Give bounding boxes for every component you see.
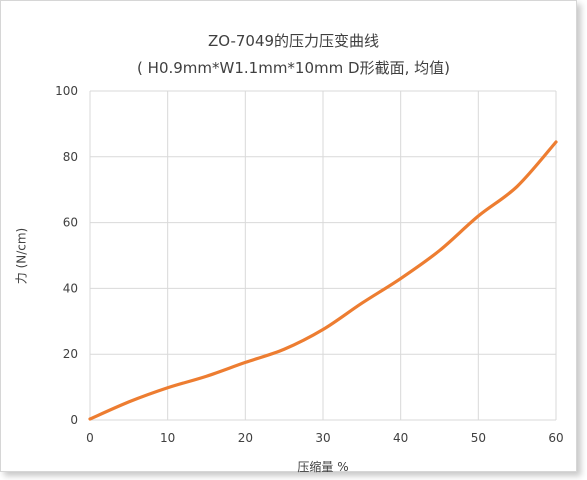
y-tick-labels: 0 20 40 60 80 100 bbox=[55, 84, 78, 427]
x-tick-label: 10 bbox=[160, 431, 175, 445]
x-tick-label: 0 bbox=[86, 431, 94, 445]
x-tick-label: 20 bbox=[238, 431, 253, 445]
y-tick-label: 0 bbox=[70, 413, 78, 427]
series-lines bbox=[88, 140, 558, 421]
x-tick-label: 50 bbox=[471, 431, 486, 445]
y-tick-label: 20 bbox=[63, 347, 78, 361]
x-tick-label: 40 bbox=[393, 431, 408, 445]
x-tick-label: 60 bbox=[548, 431, 563, 445]
y-tick-label: 40 bbox=[63, 281, 78, 295]
x-tick-label: 30 bbox=[315, 431, 330, 445]
x-axis-label: 压缩量 % bbox=[297, 460, 349, 474]
chart-subtitle: ( H0.9mm*W1.1mm*10mm D形截面, 均值) bbox=[137, 59, 450, 77]
x-tick-labels: 0 10 20 30 40 50 60 bbox=[86, 431, 563, 445]
y-tick-label: 60 bbox=[63, 216, 78, 230]
series-line bbox=[88, 140, 558, 421]
chart-title: ZO-7049的压力压变曲线 bbox=[207, 32, 380, 50]
y-tick-label: 100 bbox=[55, 84, 78, 98]
grid-lines bbox=[89, 90, 557, 421]
y-tick-label: 80 bbox=[63, 150, 78, 164]
chart-frame bbox=[0, 0, 577, 472]
y-axis-label: 力 (N/cm) bbox=[14, 227, 29, 285]
